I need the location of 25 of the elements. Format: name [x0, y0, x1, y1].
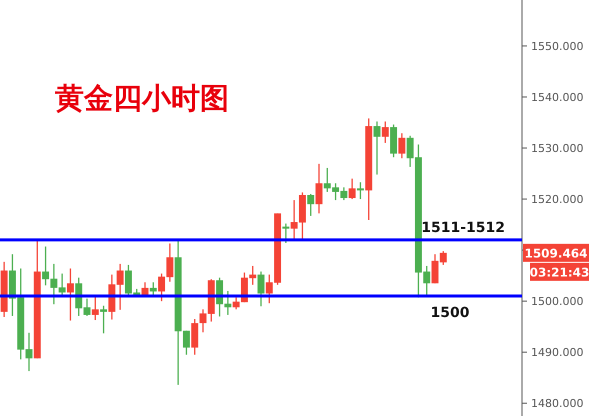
y-tick-label: 1490.000: [531, 346, 584, 360]
candlestick: [356, 182, 364, 200]
y-tick-label: 1550.000: [531, 40, 584, 53]
candlestick: [100, 305, 108, 334]
y-tick-label: 1530.000: [531, 142, 584, 156]
y-tick-label: 1480.000: [531, 397, 584, 410]
y-tick-label: 1500.000: [531, 295, 584, 308]
candlestick: [348, 178, 356, 200]
text: 1509.464: [524, 246, 588, 260]
text: 03:21:43: [530, 265, 590, 280]
candlestick: [382, 120, 389, 144]
annotation: 1500: [430, 305, 470, 322]
candlestick: [66, 268, 74, 322]
candlestick: [307, 193, 314, 217]
candlestick: [150, 282, 157, 298]
text: 黄金四小时图: [54, 81, 229, 115]
candlestick: [316, 163, 322, 214]
candlestick: [398, 132, 406, 159]
annotation: 1511-1512: [421, 220, 505, 236]
y-tick-label: 1520.000: [531, 193, 584, 206]
candlestick: [92, 295, 99, 321]
candlestick: [258, 270, 264, 307]
candlestick: [374, 120, 380, 176]
candlestick: [282, 222, 290, 244]
y-tick-label: 1540.000: [531, 90, 584, 104]
